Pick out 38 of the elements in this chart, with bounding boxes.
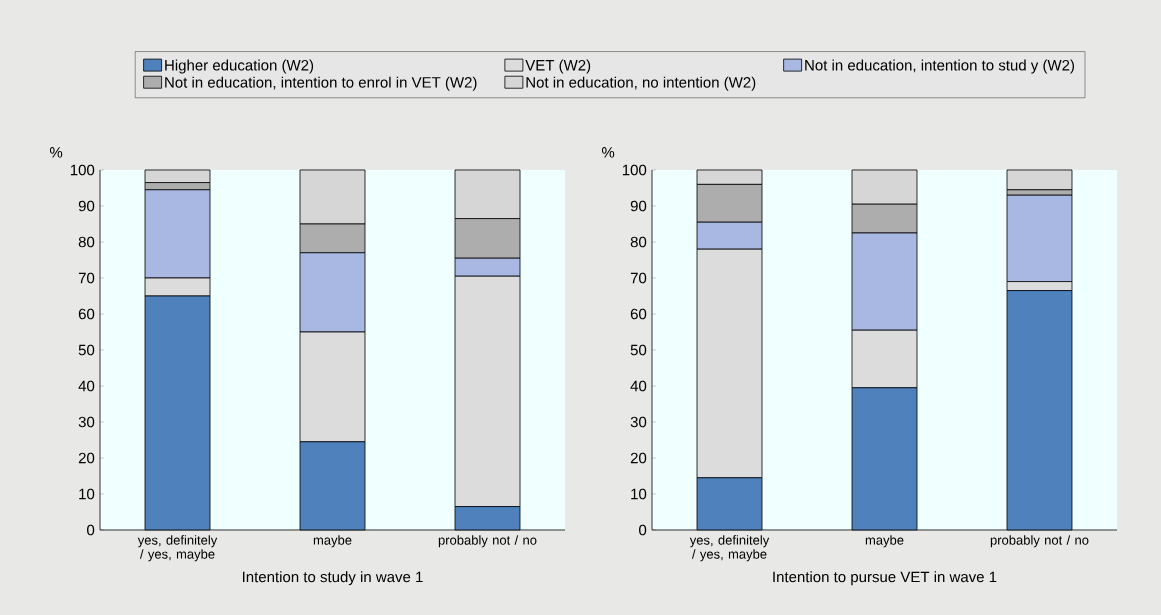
y-tick-label: 40 bbox=[78, 380, 95, 392]
legend-label: Not in education, no intention (W2) bbox=[526, 76, 756, 91]
y-tick-label: 10 bbox=[631, 488, 647, 500]
y-tick-label: 60 bbox=[630, 308, 647, 320]
legend-label: Not in education, intention to enrol in VET (W2) bbox=[165, 76, 477, 91]
y-tick-label: 100 bbox=[622, 164, 647, 176]
y-tick-label: 50 bbox=[630, 344, 647, 356]
y-tick-label: 70 bbox=[78, 272, 95, 284]
bar bbox=[1006, 169, 1073, 191]
x-tick-label: maybe bbox=[313, 535, 352, 548]
y-axis-title: % bbox=[49, 147, 63, 158]
y-tick-label: 0 bbox=[87, 524, 95, 536]
y-tick-label: 60 bbox=[78, 308, 95, 320]
y-tick-label: 80 bbox=[78, 236, 95, 248]
y-axis-title: % bbox=[601, 147, 615, 158]
y-tick-label: 90 bbox=[630, 200, 647, 212]
y-tick-label: 50 bbox=[78, 344, 95, 356]
y-tick-label: 100 bbox=[70, 164, 95, 176]
legend-label: Higher education (W2) bbox=[165, 59, 314, 74]
y-tick-label: 40 bbox=[630, 380, 647, 392]
y-tick-label: 10 bbox=[79, 488, 95, 500]
y-tick-label: 30 bbox=[630, 416, 647, 428]
y-tick-label: 0 bbox=[639, 524, 647, 536]
y-tick-label: 20 bbox=[630, 452, 647, 464]
x-tick-label: maybe bbox=[865, 535, 904, 548]
legend-label: VET (W2) bbox=[525, 59, 591, 74]
x-tick-label: yes, definitely / yes, maybe bbox=[137, 535, 218, 562]
y-tick-label: 30 bbox=[78, 416, 95, 428]
x-axis-title: Intention to study in wave 1 bbox=[243, 571, 423, 586]
y-tick-label: 20 bbox=[78, 452, 95, 464]
x-tick-label: probably not / no bbox=[990, 535, 1089, 548]
legend-label: Not in education, intention to stud y (W2) bbox=[805, 59, 1075, 74]
x-tick-label: yes, definitely / yes, maybe bbox=[689, 535, 770, 562]
y-tick-label: 70 bbox=[630, 272, 647, 284]
y-tick-label: 80 bbox=[630, 236, 647, 248]
x-tick-label: probably not / no bbox=[438, 535, 537, 548]
y-tick-label: 90 bbox=[78, 200, 95, 212]
x-axis-title: Intention to pursue VET in wave 1 bbox=[773, 571, 997, 586]
